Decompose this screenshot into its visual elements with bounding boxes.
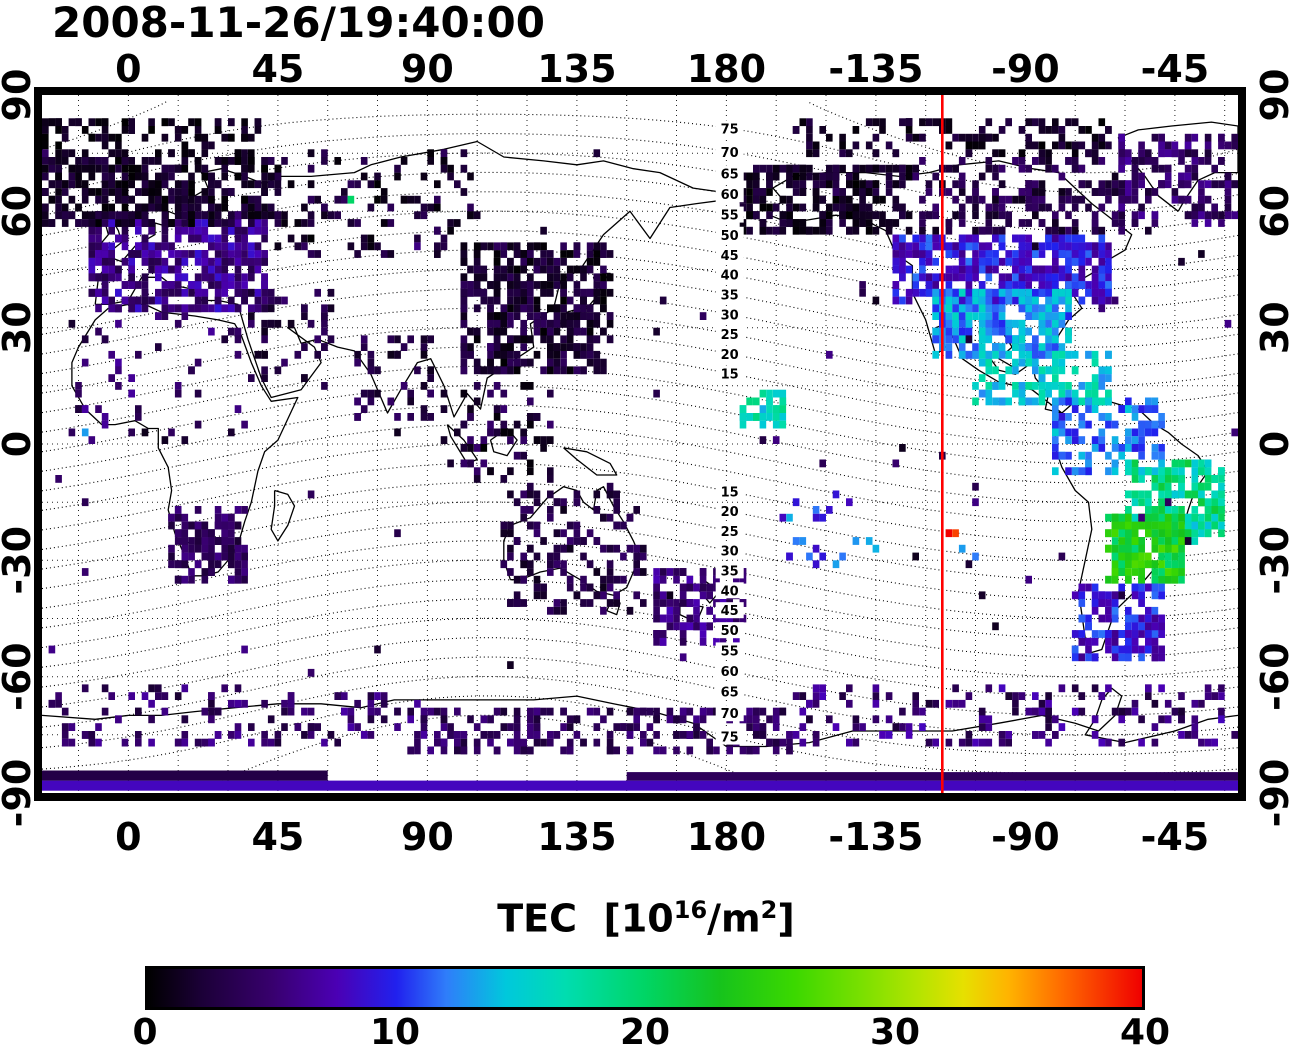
axis-labels: 0045459090135135180180-135-135-90-90-45-… <box>0 47 1292 859</box>
colorbar-tick-label: 0 <box>132 1012 158 1053</box>
lon-tick-top: 45 <box>251 47 304 91</box>
world-tec-map: 1520253035404550556065707515202530354045… <box>0 47 1292 859</box>
colorbar-gradient <box>145 966 1145 1010</box>
coastline-madagascar <box>270 489 296 542</box>
lon-tick-bottom: -45 <box>1141 815 1210 859</box>
coastline-new-guinea <box>563 447 618 476</box>
map-layers: 1520253035404550556065707515202530354045… <box>42 95 1238 793</box>
lat-tick-left: 30 <box>0 301 39 354</box>
tec-outlier-square <box>81 428 89 437</box>
colorbar-tick-label: 30 <box>869 1012 921 1053</box>
tec-outlier-square <box>952 529 959 538</box>
lon-tick-top: -135 <box>828 47 923 91</box>
colorbar-label-unit: /m <box>707 896 761 941</box>
lat-tick-left: 60 <box>0 185 39 238</box>
colorbar-tick-label: 40 <box>1119 1012 1171 1053</box>
lon-tick-top: 180 <box>687 47 766 91</box>
tec-outlier-square <box>958 544 966 553</box>
lon-tick-bottom: 0 <box>115 815 141 859</box>
lon-tick-bottom: -90 <box>991 815 1060 859</box>
colorbar-tick-label: 20 <box>619 1012 671 1053</box>
colorbar-label-exponent: 16 <box>673 896 708 924</box>
colorbar-label-text: TEC [10 <box>497 896 674 941</box>
lon-tick-bottom: 180 <box>687 815 766 859</box>
lon-tick-top: 135 <box>537 47 616 91</box>
lon-tick-bottom: 90 <box>401 815 454 859</box>
colorbar-tick-label: 10 <box>369 1012 421 1053</box>
coastline-greenland <box>1117 121 1238 212</box>
lat-tick-right: -90 <box>1253 759 1292 828</box>
lon-tick-bottom: 135 <box>537 815 616 859</box>
lat-tick-left: -30 <box>0 526 39 595</box>
map-border <box>34 87 1246 801</box>
lon-tick-top: -45 <box>1141 47 1210 91</box>
lat-tick-left: -90 <box>0 759 39 828</box>
colorbar-label-exponent2: 2 <box>760 896 778 924</box>
contour-label-layer: 1520253035404550556065707515202530354045… <box>715 120 744 746</box>
lon-tick-bottom: -135 <box>828 815 923 859</box>
lat-tick-right: -30 <box>1253 526 1292 595</box>
lat-tick-left: 0 <box>0 431 39 457</box>
lat-tick-left: 90 <box>0 69 39 122</box>
lat-tick-right: -60 <box>1253 642 1292 711</box>
tec-data-layer <box>42 118 1238 791</box>
tec-outlier-square <box>972 552 979 561</box>
lon-tick-top: 90 <box>401 47 454 91</box>
lon-tick-top: -90 <box>991 47 1060 91</box>
lat-tick-right: 0 <box>1253 431 1292 457</box>
lat-tick-right: 90 <box>1253 69 1292 122</box>
colorbar-label-close: ] <box>777 896 795 941</box>
lon-tick-top: 0 <box>115 47 141 91</box>
colorbar-title: TEC [1016/m2] <box>0 896 1292 941</box>
lat-tick-left: -60 <box>0 642 39 711</box>
lat-tick-right: 30 <box>1253 301 1292 354</box>
timestamp-title: 2008-11-26/19:40:00 <box>52 0 545 47</box>
tec-outlier-square <box>945 529 953 538</box>
tec-outlier-square <box>347 195 355 204</box>
lat-tick-right: 60 <box>1253 185 1292 238</box>
lon-tick-bottom: 45 <box>251 815 304 859</box>
